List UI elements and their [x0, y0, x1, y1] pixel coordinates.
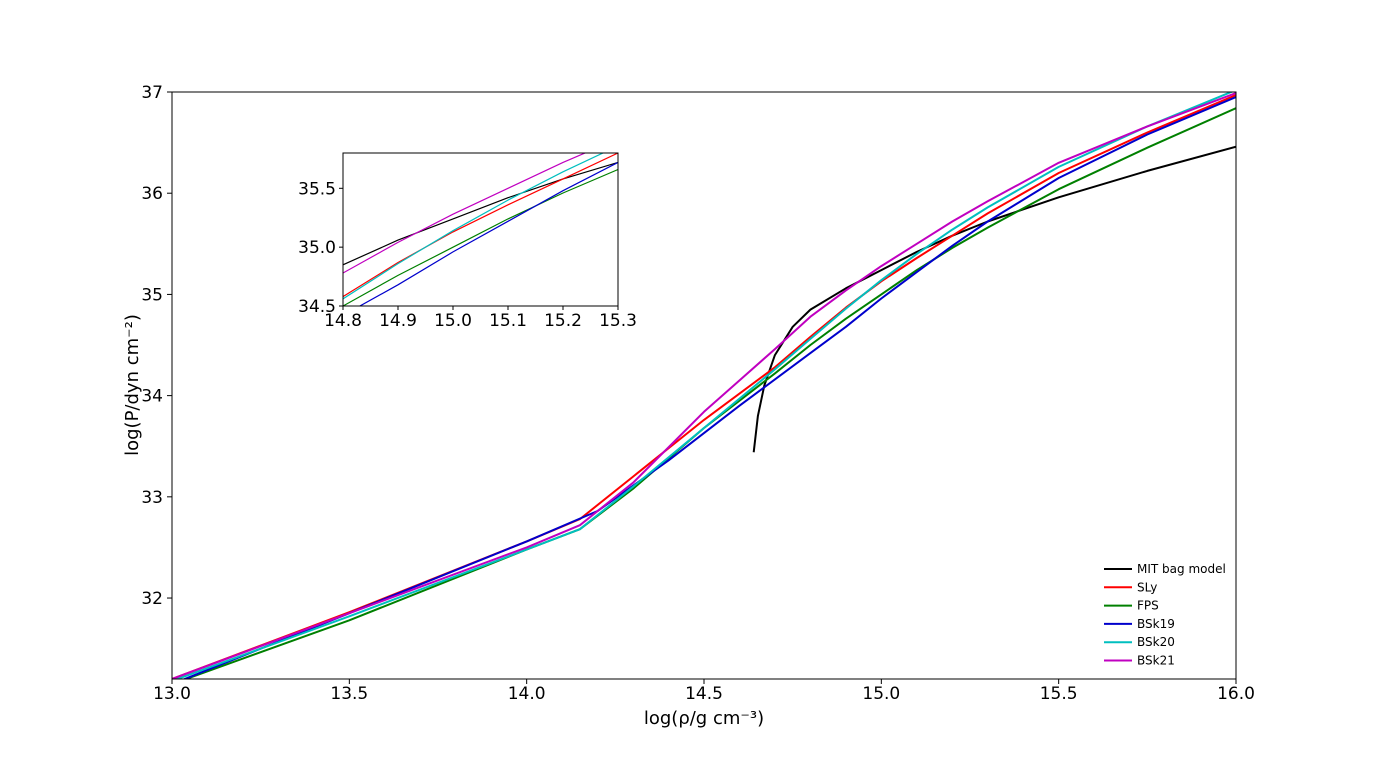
inset-series-line-sly	[343, 153, 618, 298]
inset-series-line-bsk20	[343, 153, 605, 300]
legend-label-fps: FPS	[1137, 599, 1159, 613]
inset-series-line-bsk21	[343, 153, 587, 274]
x-tick-label: 13.0	[153, 684, 191, 704]
inset-x-tick-label: 14.9	[379, 311, 417, 331]
inset-plot: 14.8 14.9 15.0 15.1 15.2 15.3 34.5 35.0 35.5	[298, 152, 637, 331]
y-axis-label: log(P/dyn cm⁻²)	[122, 314, 143, 456]
x-tick-label: 13.5	[330, 684, 368, 704]
inset-plot-frame	[342, 152, 619, 307]
series-line-bsk20	[174, 92, 1234, 679]
inset-x-tick-label: 15.1	[489, 311, 527, 331]
inset-x-tick-label: 15.2	[544, 311, 582, 331]
x-tick-label: 15.5	[1040, 684, 1078, 704]
legend-label-bsk19: BSk19	[1137, 617, 1175, 631]
inset-series-line-fps	[343, 168, 618, 306]
x-tick-label: 14.5	[685, 684, 723, 704]
inset-y-tick-label: 35.5	[298, 179, 336, 199]
y-tick-label: 35	[141, 285, 163, 305]
series-line-bsk19	[182, 96, 1236, 679]
y-tick-label: 36	[141, 184, 163, 204]
x-tick-label: 16.0	[1217, 684, 1255, 704]
inset-y-tick-label: 34.5	[298, 297, 336, 317]
main-plot: 13.0 13.5 14.0 14.5 15.0 15.5 16.0 32 33 34 35 36 37…	[122, 83, 1255, 729]
legend-label-sly: SLy	[1137, 580, 1157, 594]
x-axis-label: log(ρ/g cm⁻³)	[644, 708, 764, 729]
inset-series-line-bsk19	[358, 161, 618, 306]
legend-label-bsk20: BSk20	[1137, 635, 1175, 649]
x-tick-label: 15.0	[862, 684, 900, 704]
legend-label-mit-bag-model: MIT bag model	[1137, 562, 1226, 576]
inset-x-tick-label: 14.8	[324, 311, 362, 331]
inset-x-tick-label: 15.0	[434, 311, 472, 331]
inset-x-tick-label: 15.3	[599, 311, 637, 331]
legend-label-bsk21: BSk21	[1137, 654, 1175, 668]
y-tick-label: 37	[141, 83, 163, 103]
inset-y-tick-label: 35.0	[298, 238, 336, 258]
series-line-bsk21	[172, 92, 1236, 679]
inset-series-line-mit-bag-model	[343, 161, 618, 266]
series-line-mit-bag-model	[752, 145, 1236, 453]
y-tick-label: 33	[141, 488, 163, 508]
y-tick-label: 34	[141, 387, 163, 407]
legend: MIT bag model SLy FPS BSk19 BSk20 BSk21	[1104, 562, 1226, 668]
y-tick-label: 32	[141, 589, 163, 609]
x-tick-label: 14.0	[508, 684, 546, 704]
